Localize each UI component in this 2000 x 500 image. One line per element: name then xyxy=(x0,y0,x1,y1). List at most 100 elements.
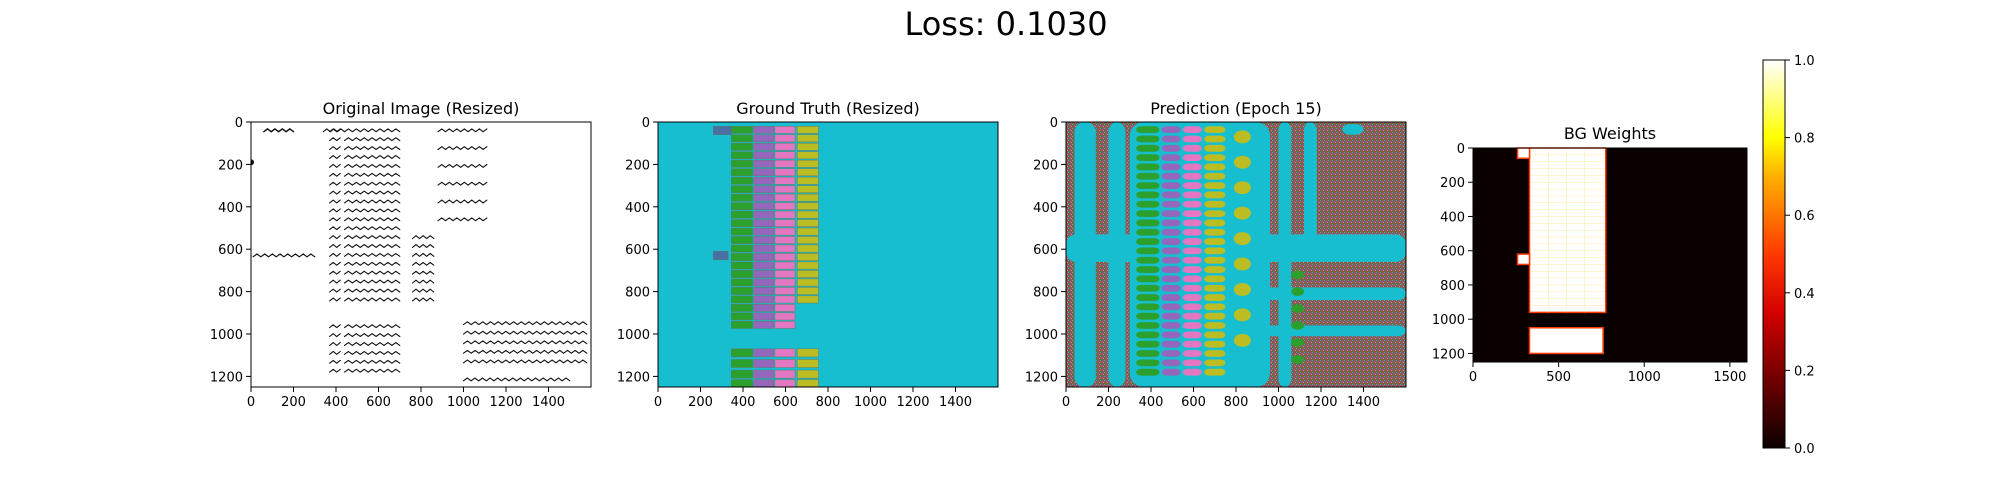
pred-region xyxy=(1136,238,1160,245)
pred-region xyxy=(1161,256,1181,264)
gt-cell xyxy=(796,168,819,177)
pred-region xyxy=(1204,228,1226,236)
gt-cell xyxy=(731,321,753,329)
pred-region xyxy=(1204,200,1226,208)
handwriting-stroke xyxy=(343,226,401,231)
gt-cell xyxy=(774,304,796,312)
gt-cell xyxy=(731,151,753,160)
pred-region xyxy=(1291,355,1305,364)
handwriting-stroke xyxy=(343,288,401,293)
pred-region xyxy=(1204,303,1226,311)
handwriting-stroke xyxy=(411,279,435,284)
gt-cell xyxy=(731,168,753,177)
gt-cell xyxy=(753,142,775,151)
handwriting-stroke xyxy=(343,350,401,355)
handwriting-stroke xyxy=(329,128,341,133)
gt-cell xyxy=(774,168,796,177)
handwriting-stroke xyxy=(329,332,341,338)
pred-region xyxy=(1136,219,1160,227)
weight-block xyxy=(1528,327,1604,355)
pred-region xyxy=(1182,322,1202,329)
weight-block xyxy=(1516,147,1531,160)
gt-cell xyxy=(774,253,796,261)
pred-region xyxy=(1291,287,1305,296)
x-tick-label: 1200 xyxy=(489,395,522,410)
gt-cell xyxy=(796,369,819,379)
gt-cell xyxy=(731,227,753,236)
pred-region xyxy=(1136,368,1160,376)
x-tick-label: 1200 xyxy=(896,395,929,410)
pred-region xyxy=(1136,154,1160,162)
gt-cell xyxy=(753,244,775,253)
pred-region xyxy=(1161,144,1181,152)
gt-cell xyxy=(796,219,819,227)
pred-region xyxy=(1136,340,1160,348)
handwriting-stroke xyxy=(329,324,341,329)
gt-cell xyxy=(774,295,796,304)
gt-cell xyxy=(774,219,796,227)
x-tick-label: 0 xyxy=(1469,370,1477,385)
gt-cell xyxy=(731,287,753,295)
x-tick-label: 600 xyxy=(1181,395,1206,410)
pred-region xyxy=(1233,334,1251,347)
pred-region xyxy=(1204,312,1226,320)
pred-region xyxy=(1074,122,1096,387)
original-image-panel: Original Image (Resized) 0 200 400 600 800 10… xyxy=(210,99,592,410)
y-tick-label: 1000 xyxy=(1432,313,1465,328)
handwriting-stroke xyxy=(343,333,401,338)
y-tick-label: 0 xyxy=(1457,142,1465,157)
pred-region xyxy=(1204,322,1226,329)
handwriting-stroke xyxy=(462,330,588,335)
handwriting-stroke xyxy=(437,181,488,186)
handwriting-stroke xyxy=(343,252,401,257)
gt-cell xyxy=(796,295,819,304)
gt-cell xyxy=(796,348,819,358)
prediction-title: Prediction (Epoch 15) xyxy=(1150,99,1322,118)
handwriting-stroke xyxy=(329,226,341,231)
gt-cell xyxy=(753,261,775,270)
pred-region xyxy=(1257,287,1406,301)
gt-cell xyxy=(731,219,753,227)
gt-cell xyxy=(731,261,753,270)
y-tick-label: 800 xyxy=(1033,286,1058,301)
y-tick-label: 1200 xyxy=(1025,370,1058,385)
handwriting-stroke xyxy=(462,377,571,382)
handwriting-stroke xyxy=(462,340,588,345)
pred-region xyxy=(1204,247,1226,255)
ground-truth-cells xyxy=(713,125,819,387)
handwriting-stroke xyxy=(462,349,588,354)
handwriting-stroke xyxy=(437,199,488,204)
pred-region xyxy=(1233,130,1251,144)
pred-region xyxy=(1182,126,1202,134)
gt-cell xyxy=(753,193,775,202)
gt-cell xyxy=(731,369,753,379)
x-tick-label: 600 xyxy=(773,395,798,410)
pred-region xyxy=(1233,283,1251,296)
handwriting-stroke xyxy=(343,270,401,275)
gt-cell xyxy=(753,219,775,227)
handwriting-stroke xyxy=(411,234,435,240)
pred-region xyxy=(1291,270,1305,279)
handwriting-stroke xyxy=(329,341,341,347)
colorbar-tick-label: 1.0 xyxy=(1794,54,1815,69)
pred-region xyxy=(1161,331,1181,339)
bg-weights-panel: BG Weights 0 500 1000 1500 0 200 400 600 800 1000… xyxy=(1432,124,1748,385)
x-tick-label: 0 xyxy=(654,395,662,410)
gt-cell xyxy=(753,125,775,134)
gt-cell xyxy=(731,176,753,185)
pred-region xyxy=(1161,172,1181,180)
pred-region xyxy=(1182,182,1202,190)
gt-cell xyxy=(731,142,753,151)
handwriting-stroke xyxy=(329,279,341,284)
y-tick-label: 800 xyxy=(625,286,650,301)
prediction-panel: Prediction (Epoch 15) 0 200 400 600 800 1000 1… xyxy=(1025,99,1407,410)
y-tick-label: 200 xyxy=(1033,158,1058,173)
handwriting-stroke xyxy=(329,297,341,302)
pred-region xyxy=(1204,238,1226,245)
x-tick-label: 1500 xyxy=(1713,370,1746,385)
gt-cell xyxy=(796,202,819,211)
handwriting-stroke xyxy=(343,208,401,213)
handwriting-stroke xyxy=(343,154,401,160)
ground-truth-background xyxy=(658,122,998,387)
